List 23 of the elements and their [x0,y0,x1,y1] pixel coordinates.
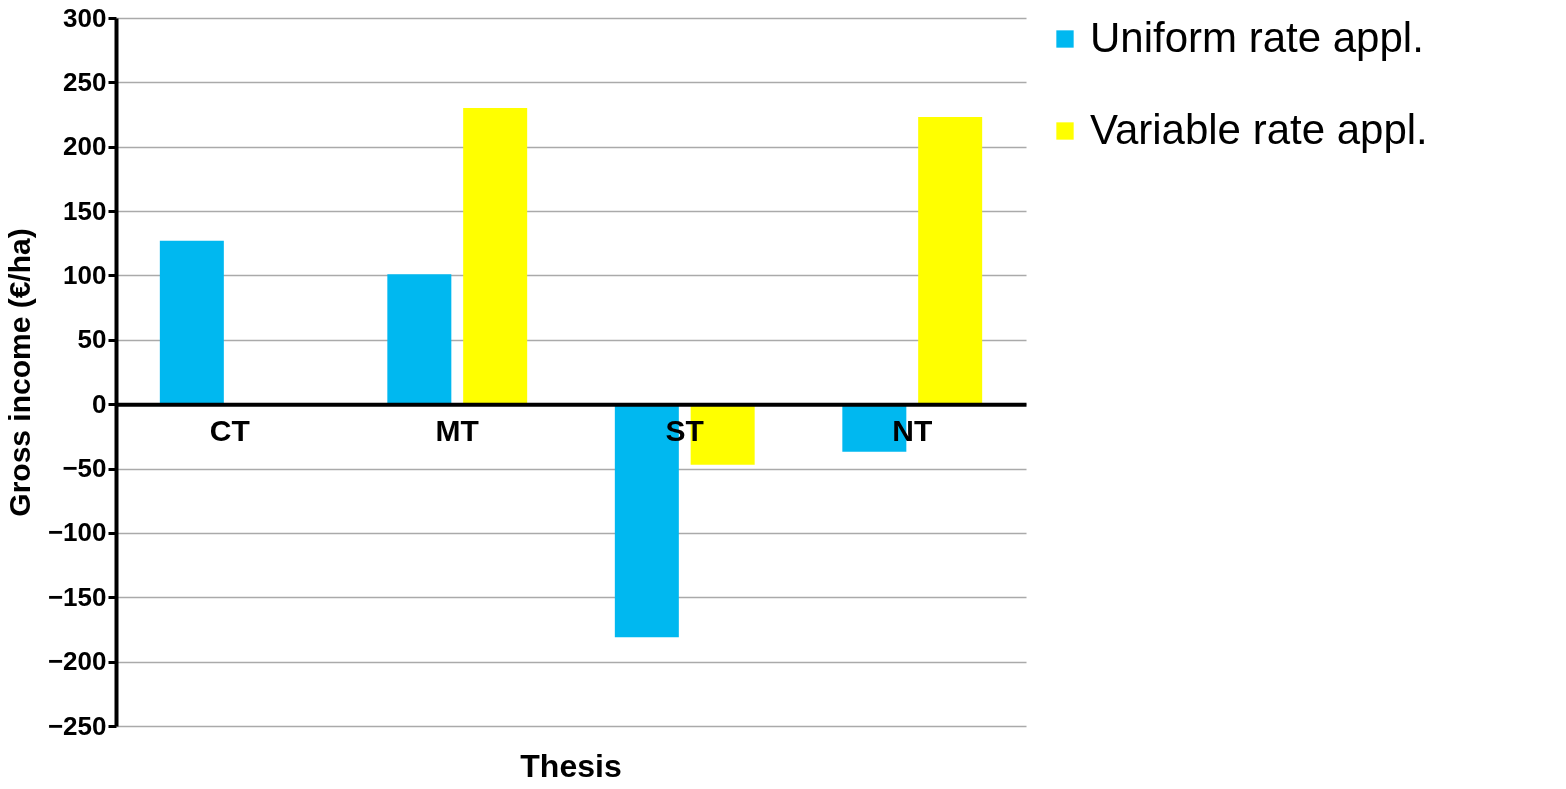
y-tick-label: 50 [77,324,107,355]
y-tick-label: 150 [63,195,107,226]
y-tick-label: 100 [63,259,107,290]
bar [918,117,983,405]
x-axis-title: Thesis [520,748,622,784]
legend-label: Uniform rate appl. [1090,14,1424,61]
x-tick-label: ST [665,413,704,447]
bar [387,274,452,405]
bar [159,240,224,405]
y-tick-label: 0 [92,388,107,419]
y-axis-title: Gross income (€/ha) [2,228,36,517]
y-tick-label: −50 [62,453,107,484]
y-tick-label: −100 [47,517,107,548]
y-tick-label: −150 [47,581,107,612]
y-tick-label: −250 [47,710,107,741]
y-tick-label: 200 [63,131,107,162]
x-tick-label: MT [435,413,479,447]
legend-label: Variable rate appl. [1090,106,1428,153]
bar [463,108,528,405]
y-tick-label: 300 [63,2,107,33]
y-tick-label: 250 [63,66,107,97]
y-tick-label: −200 [47,646,107,677]
x-tick-label: CT [209,413,250,447]
